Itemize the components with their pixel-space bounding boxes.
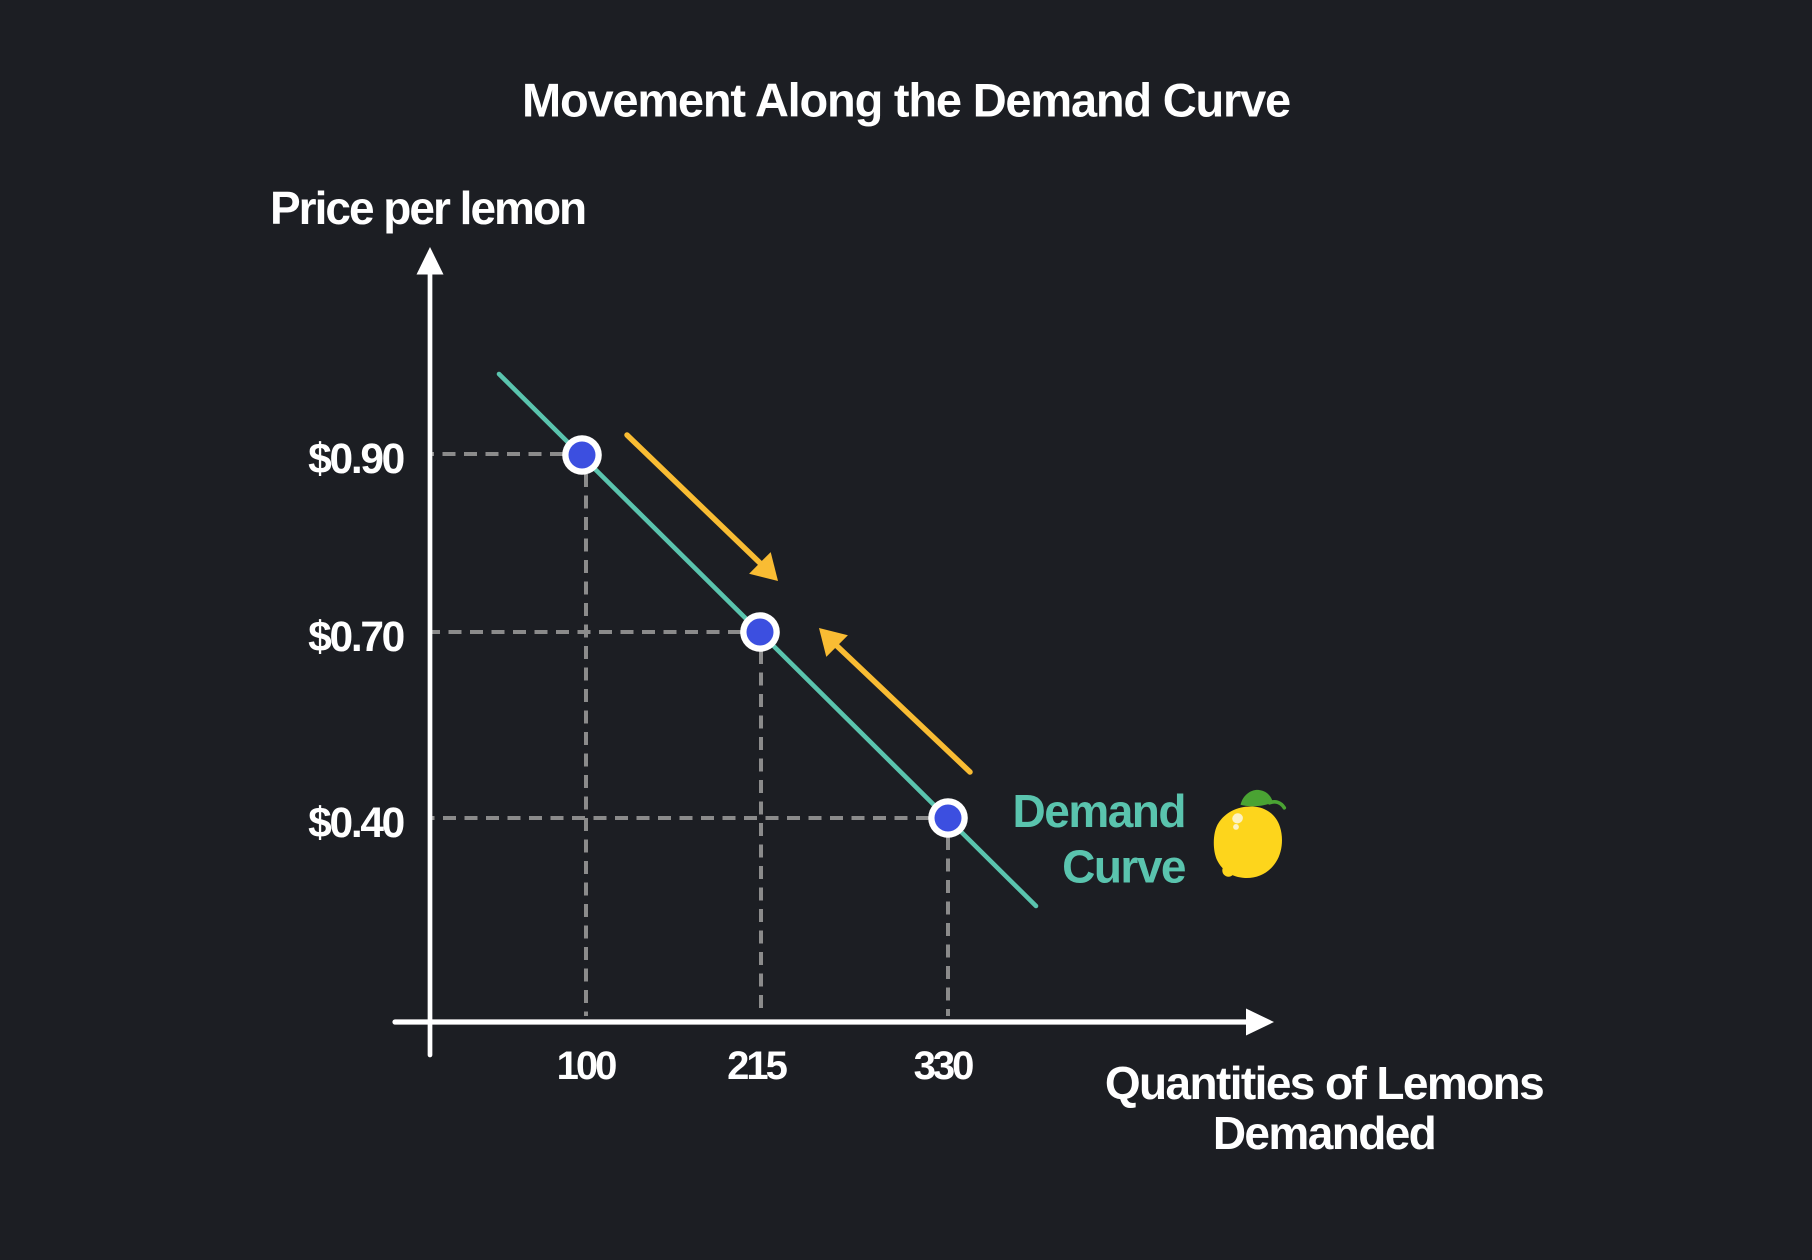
svg-text:Demanded: Demanded <box>1213 1107 1435 1159</box>
svg-text:Quantities of Lemons: Quantities of Lemons <box>1105 1057 1543 1109</box>
svg-text:$0.90: $0.90 <box>308 436 404 483</box>
svg-text:215: 215 <box>727 1044 787 1088</box>
svg-text:$0.70: $0.70 <box>308 614 404 661</box>
svg-text:Demand: Demand <box>1013 785 1185 837</box>
svg-text:Curve: Curve <box>1062 841 1186 893</box>
svg-text:100: 100 <box>557 1044 616 1088</box>
svg-text:Movement Along the Demand Curv: Movement Along the Demand Curve <box>522 74 1290 127</box>
svg-text:330: 330 <box>914 1044 973 1088</box>
svg-text:$0.40: $0.40 <box>308 800 404 847</box>
svg-text:Price per lemon: Price per lemon <box>270 182 585 234</box>
